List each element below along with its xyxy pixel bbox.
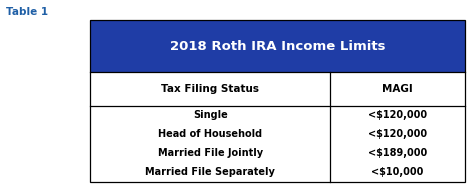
FancyBboxPatch shape xyxy=(90,106,465,125)
Text: 2018 Roth IRA Income Limits: 2018 Roth IRA Income Limits xyxy=(170,40,385,53)
FancyBboxPatch shape xyxy=(90,163,465,182)
Text: <$120,000: <$120,000 xyxy=(368,129,427,139)
FancyBboxPatch shape xyxy=(90,72,465,106)
Text: <$120,000: <$120,000 xyxy=(368,110,427,120)
Text: Single: Single xyxy=(193,110,227,120)
Text: <$10,000: <$10,000 xyxy=(371,167,424,177)
Text: Married File Separately: Married File Separately xyxy=(145,167,275,177)
Text: Married File Jointly: Married File Jointly xyxy=(158,148,263,158)
Text: Table 1: Table 1 xyxy=(6,7,48,17)
Text: Head of Household: Head of Household xyxy=(158,129,262,139)
Text: <$189,000: <$189,000 xyxy=(368,148,427,158)
Text: MAGI: MAGI xyxy=(382,84,413,94)
FancyBboxPatch shape xyxy=(90,144,465,163)
Text: Tax Filing Status: Tax Filing Status xyxy=(161,84,259,94)
FancyBboxPatch shape xyxy=(90,125,465,144)
FancyBboxPatch shape xyxy=(90,20,465,72)
